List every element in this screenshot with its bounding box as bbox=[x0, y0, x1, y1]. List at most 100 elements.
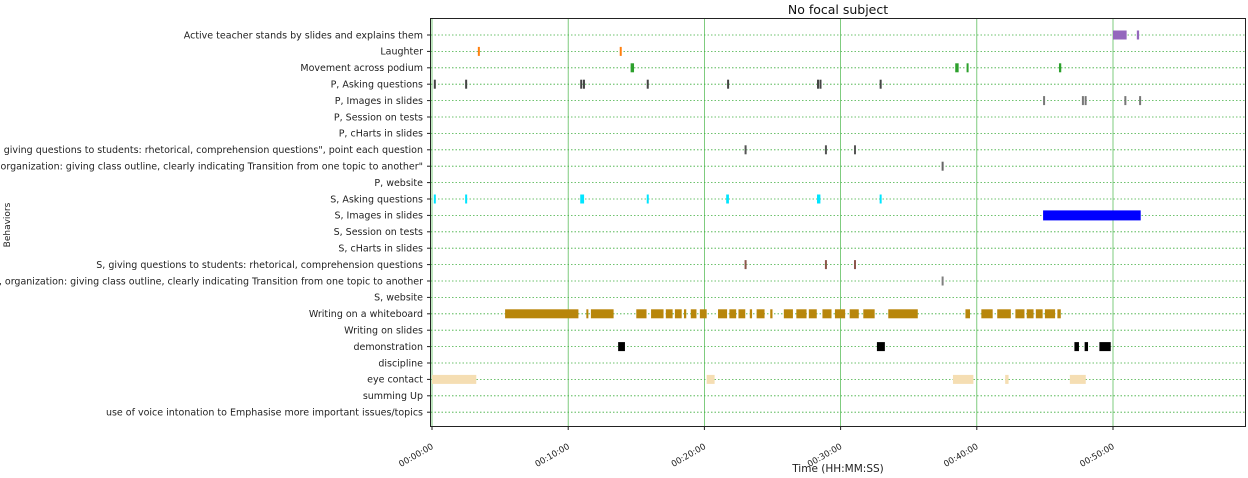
grid-layer bbox=[431, 19, 1245, 426]
event-bar bbox=[683, 309, 687, 319]
category-label: P, giving questions to students: rhetori… bbox=[0, 145, 423, 156]
event-bar bbox=[744, 260, 747, 270]
event-bar bbox=[1015, 309, 1025, 319]
event-bar bbox=[1084, 96, 1087, 106]
event-bar bbox=[997, 309, 1011, 319]
event-bar bbox=[941, 276, 944, 286]
event-bar bbox=[718, 309, 728, 319]
event-bar bbox=[465, 194, 468, 204]
event-bar bbox=[432, 374, 477, 384]
event-bar bbox=[1074, 342, 1079, 352]
plot-frame bbox=[430, 18, 1246, 427]
event-bar bbox=[727, 79, 730, 89]
category-label: S, Asking questions bbox=[330, 194, 423, 205]
event-bar bbox=[1057, 309, 1061, 319]
x-tick-label: 00:10:00 bbox=[534, 442, 572, 470]
event-bar bbox=[824, 260, 827, 270]
event-bar bbox=[699, 309, 707, 319]
category-label: S, cHarts in slides bbox=[338, 244, 423, 255]
event-bar bbox=[796, 309, 807, 319]
event-bar bbox=[824, 145, 827, 155]
category-label: P, Images in slides bbox=[335, 96, 423, 107]
event-bars-layer bbox=[432, 30, 1142, 384]
event-bar bbox=[646, 79, 649, 89]
event-bar bbox=[738, 309, 746, 319]
category-label: Active teacher stands by slides and expl… bbox=[184, 30, 423, 41]
y-axis-title: Behaviors bbox=[3, 202, 13, 247]
category-label: P, Session on tests bbox=[334, 112, 423, 123]
event-bar bbox=[433, 194, 436, 204]
event-bar bbox=[756, 309, 765, 319]
event-bar bbox=[749, 309, 753, 319]
category-label: Writing on a whiteboard bbox=[309, 309, 423, 320]
event-bar bbox=[433, 79, 436, 89]
category-label: demonstration bbox=[353, 342, 423, 353]
event-bar bbox=[1124, 96, 1127, 106]
event-bar bbox=[1035, 309, 1043, 319]
category-label: S, organization: giving class outline, c… bbox=[0, 276, 423, 287]
event-bar bbox=[816, 194, 821, 204]
category-label: P, organization: giving class outline, c… bbox=[0, 162, 423, 173]
event-bar bbox=[651, 309, 664, 319]
event-bar bbox=[876, 342, 885, 352]
event-bar bbox=[981, 309, 993, 319]
event-bar bbox=[853, 260, 856, 270]
event-bar bbox=[863, 309, 875, 319]
event-bar bbox=[729, 309, 737, 319]
event-bar bbox=[1058, 63, 1062, 73]
event-bar bbox=[853, 145, 856, 155]
event-bar bbox=[744, 145, 747, 155]
event-bar bbox=[690, 309, 697, 319]
x-tick-label: 00:50:00 bbox=[1078, 442, 1116, 470]
event-bar bbox=[582, 79, 585, 89]
event-bar bbox=[1084, 342, 1089, 352]
event-bar bbox=[586, 309, 589, 319]
event-bar bbox=[1081, 96, 1084, 106]
category-label: Laughter bbox=[380, 47, 423, 58]
event-bar bbox=[1136, 30, 1140, 40]
event-bar bbox=[1005, 374, 1009, 384]
event-bar bbox=[822, 309, 832, 319]
x-axis-title: Time (HH:MM:SS) bbox=[791, 463, 884, 475]
event-bar bbox=[636, 309, 647, 319]
event-bar bbox=[808, 309, 817, 319]
event-bar bbox=[674, 309, 682, 319]
event-bar bbox=[619, 46, 622, 56]
event-bar bbox=[580, 79, 583, 89]
event-bar bbox=[646, 194, 649, 204]
event-bar bbox=[888, 309, 918, 319]
event-bar bbox=[1043, 96, 1046, 106]
category-labels-layer: Active teacher stands by slides and expl… bbox=[0, 30, 423, 418]
event-bar bbox=[618, 342, 625, 352]
x-tick-label: 00:40:00 bbox=[942, 442, 980, 470]
event-bar bbox=[819, 79, 822, 89]
event-bar bbox=[580, 194, 585, 204]
event-bar bbox=[726, 194, 729, 204]
category-label: P, cHarts in slides bbox=[339, 129, 423, 140]
category-label: eye contact bbox=[367, 375, 423, 386]
category-label: summing Up bbox=[363, 391, 423, 402]
event-bar bbox=[770, 309, 773, 319]
x-tick-label: 00:00:00 bbox=[397, 442, 435, 470]
event-bar bbox=[879, 194, 882, 204]
event-bar bbox=[834, 309, 846, 319]
event-bar bbox=[966, 63, 969, 73]
event-bar bbox=[465, 79, 468, 89]
category-label: Movement across podium bbox=[300, 63, 423, 74]
event-bar bbox=[590, 309, 614, 319]
category-label: S, website bbox=[374, 293, 423, 304]
event-bar bbox=[952, 374, 974, 384]
x-tick-label: 00:20:00 bbox=[670, 442, 708, 470]
event-bar bbox=[1026, 309, 1034, 319]
event-bar bbox=[1139, 96, 1142, 106]
event-bar bbox=[706, 374, 715, 384]
category-label: discipline bbox=[378, 358, 423, 369]
event-bar bbox=[665, 309, 673, 319]
category-label: Writing on slides bbox=[344, 326, 423, 337]
event-bar bbox=[955, 63, 959, 73]
event-bar bbox=[849, 309, 859, 319]
event-bar bbox=[1069, 374, 1086, 384]
event-bar bbox=[1044, 309, 1056, 319]
category-label: S, giving questions to students: rhetori… bbox=[96, 260, 423, 271]
